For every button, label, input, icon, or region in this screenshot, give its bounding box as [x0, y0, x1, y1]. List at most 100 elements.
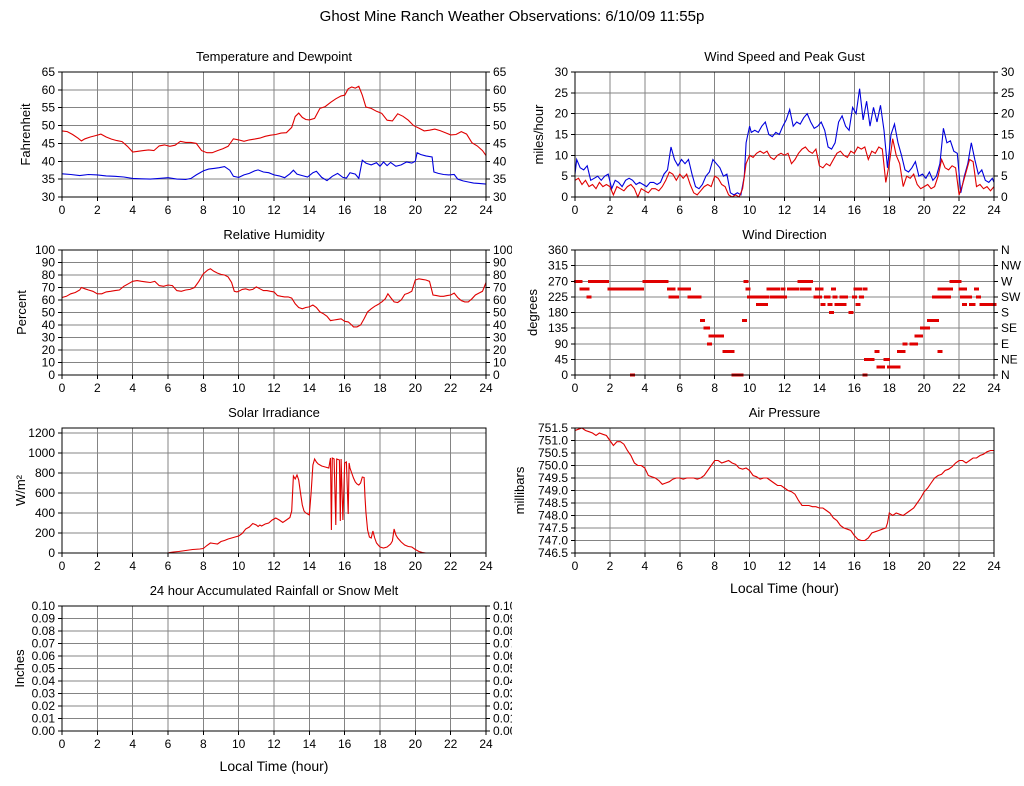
svg-text:Air Pressure: Air Pressure: [749, 405, 821, 420]
svg-text:22: 22: [952, 381, 966, 395]
svg-text:4: 4: [641, 559, 648, 573]
svg-text:90: 90: [493, 256, 507, 270]
svg-text:16: 16: [338, 381, 352, 395]
svg-text:24: 24: [987, 203, 1001, 217]
svg-text:6: 6: [165, 203, 172, 217]
svg-text:Solar Irradiance: Solar Irradiance: [228, 405, 320, 420]
svg-text:40: 40: [42, 318, 56, 332]
svg-text:8: 8: [200, 559, 207, 573]
svg-text:18: 18: [373, 381, 387, 395]
svg-text:0: 0: [1001, 190, 1008, 204]
svg-text:16: 16: [338, 203, 352, 217]
svg-text:0: 0: [59, 737, 66, 751]
svg-text:14: 14: [813, 203, 827, 217]
svg-text:22: 22: [444, 381, 458, 395]
svg-text:80: 80: [42, 268, 56, 282]
svg-text:0.09: 0.09: [493, 612, 512, 626]
svg-text:8: 8: [200, 203, 207, 217]
svg-text:400: 400: [35, 506, 55, 520]
svg-text:14: 14: [813, 381, 827, 395]
svg-text:0.07: 0.07: [493, 637, 512, 651]
svg-text:12: 12: [778, 203, 792, 217]
svg-text:8: 8: [711, 203, 718, 217]
svg-text:1200: 1200: [28, 426, 55, 440]
svg-text:35: 35: [42, 172, 56, 186]
svg-text:2: 2: [94, 203, 101, 217]
svg-text:0: 0: [59, 203, 66, 217]
svg-text:30: 30: [555, 65, 569, 79]
svg-text:0.04: 0.04: [32, 674, 56, 688]
svg-text:16: 16: [848, 203, 862, 217]
svg-text:Local Time (hour): Local Time (hour): [220, 758, 329, 774]
svg-text:40: 40: [493, 318, 507, 332]
svg-text:10: 10: [1001, 148, 1015, 162]
svg-text:0: 0: [59, 381, 66, 395]
svg-text:22: 22: [952, 559, 966, 573]
svg-text:60: 60: [42, 83, 56, 97]
svg-text:6: 6: [165, 559, 172, 573]
svg-text:20: 20: [1001, 107, 1015, 121]
svg-text:24: 24: [479, 203, 493, 217]
svg-text:0.06: 0.06: [493, 649, 512, 663]
svg-text:747.5: 747.5: [538, 521, 568, 535]
svg-text:18: 18: [883, 203, 897, 217]
svg-text:50: 50: [493, 119, 507, 133]
svg-text:10: 10: [743, 559, 757, 573]
svg-text:4: 4: [129, 203, 136, 217]
svg-text:E: E: [1001, 337, 1009, 351]
svg-text:50: 50: [42, 306, 56, 320]
svg-text:100: 100: [493, 243, 512, 257]
svg-text:8: 8: [711, 559, 718, 573]
svg-text:20: 20: [917, 381, 931, 395]
svg-text:20: 20: [917, 559, 931, 573]
svg-text:Temperature and Dewpoint: Temperature and Dewpoint: [196, 49, 352, 64]
svg-text:15: 15: [1001, 128, 1015, 142]
svg-text:12: 12: [778, 381, 792, 395]
svg-text:0: 0: [572, 203, 579, 217]
svg-text:30: 30: [493, 190, 507, 204]
svg-text:18: 18: [373, 203, 387, 217]
svg-text:25: 25: [555, 86, 569, 100]
svg-text:30: 30: [1001, 65, 1015, 79]
svg-text:225: 225: [548, 290, 568, 304]
svg-text:5: 5: [561, 169, 568, 183]
svg-text:20: 20: [409, 559, 423, 573]
svg-text:0.05: 0.05: [32, 662, 56, 676]
svg-text:miles/hour: miles/hour: [531, 104, 546, 165]
svg-text:14: 14: [303, 559, 317, 573]
svg-text:45: 45: [493, 136, 507, 150]
svg-text:80: 80: [493, 268, 507, 282]
svg-text:90: 90: [42, 256, 56, 270]
svg-text:90: 90: [555, 337, 569, 351]
svg-text:16: 16: [338, 737, 352, 751]
svg-text:10: 10: [743, 203, 757, 217]
svg-text:12: 12: [267, 203, 281, 217]
svg-text:4: 4: [641, 203, 648, 217]
svg-text:748.5: 748.5: [538, 496, 568, 510]
svg-text:14: 14: [303, 737, 317, 751]
svg-text:50: 50: [493, 306, 507, 320]
svg-text:12: 12: [778, 559, 792, 573]
svg-text:Wind Speed and Peak Gust: Wind Speed and Peak Gust: [704, 49, 865, 64]
svg-text:0: 0: [493, 368, 500, 382]
svg-text:0.08: 0.08: [32, 624, 56, 638]
svg-text:24: 24: [479, 381, 493, 395]
svg-text:8: 8: [200, 737, 207, 751]
svg-text:6: 6: [165, 737, 172, 751]
svg-text:0.10: 0.10: [493, 599, 512, 613]
svg-text:10: 10: [42, 356, 56, 370]
svg-text:2: 2: [607, 381, 614, 395]
svg-text:10: 10: [232, 737, 246, 751]
svg-text:0.03: 0.03: [32, 687, 56, 701]
svg-text:22: 22: [444, 737, 458, 751]
svg-text:18: 18: [373, 737, 387, 751]
svg-text:millibars: millibars: [512, 466, 527, 514]
svg-text:6: 6: [676, 203, 683, 217]
svg-text:20: 20: [42, 343, 56, 357]
svg-text:55: 55: [42, 101, 56, 115]
svg-text:Fahrenheit: Fahrenheit: [18, 103, 33, 166]
svg-text:6: 6: [676, 559, 683, 573]
